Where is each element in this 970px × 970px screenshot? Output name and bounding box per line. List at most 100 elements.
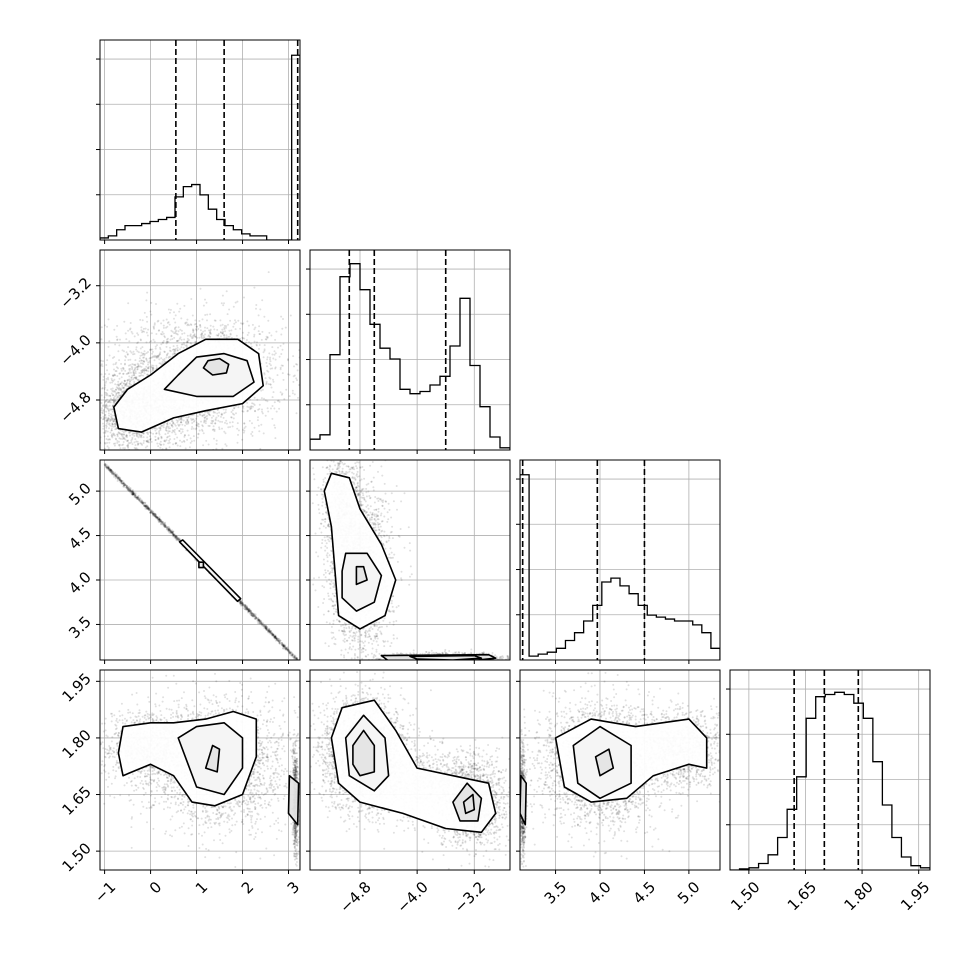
- hist-bar: [450, 346, 460, 450]
- hist-bar: [556, 648, 565, 660]
- hist-bar: [200, 195, 208, 240]
- y-tick-label: −3.2: [56, 274, 94, 312]
- hist-bar: [330, 355, 340, 450]
- contour-line: [594, 748, 615, 777]
- hist-bar: [167, 217, 175, 240]
- hist-bar: [778, 838, 788, 871]
- x-tick-label: 2: [238, 878, 257, 897]
- hist-bar: [125, 226, 133, 240]
- hist-bar: [320, 435, 330, 450]
- hist-bar: [711, 648, 720, 660]
- y-tick-label: 1.50: [58, 839, 94, 875]
- scatter-panel-1-0: −4.8 −4.0 −3.2: [56, 249, 301, 454]
- hist-bar: [825, 695, 835, 871]
- hist-bar: [702, 633, 711, 660]
- hist-bar: [584, 621, 593, 660]
- hist-bar: [787, 809, 797, 870]
- hist-bar: [380, 348, 390, 450]
- hist-bar: [656, 617, 665, 660]
- y-tick-label: 4.5: [65, 524, 95, 554]
- panel-frame: [309, 459, 511, 661]
- hist-bar: [759, 864, 769, 871]
- hist-bar: [844, 695, 854, 871]
- panel-frame: [309, 669, 511, 871]
- histogram-panel-0: [96, 39, 301, 244]
- contour-line: [287, 774, 300, 826]
- y-tick-label: 1.65: [58, 783, 94, 819]
- scatter-panel-3-0: −1 0 1 2 3 1.50 1.65 1.80 1.95: [58, 669, 303, 906]
- hist-bar: [806, 718, 816, 870]
- hist-bar: [233, 230, 241, 240]
- hist-bar: [158, 219, 166, 240]
- histogram-panel-2: [516, 459, 721, 664]
- hist-bar: [350, 264, 360, 450]
- histogram-panel-1: [306, 249, 511, 454]
- hist-bar: [620, 586, 629, 660]
- contour-line: [198, 561, 205, 569]
- hist-step: [310, 263, 510, 450]
- hist-bar: [117, 230, 125, 240]
- hist-bar: [693, 625, 702, 660]
- x-tick-label: 5.0: [674, 878, 704, 908]
- scatter-panel-2-0: 3.5 4.0 4.5 5.0: [65, 459, 301, 664]
- x-tick-label: 3: [284, 878, 303, 897]
- hist-bar: [797, 777, 807, 870]
- panel-frame: [99, 669, 301, 871]
- hist-bar: [768, 855, 778, 870]
- y-tick-label: 4.0: [65, 568, 95, 598]
- hist-bar: [360, 290, 370, 450]
- x-tick-label: −3.2: [451, 878, 489, 916]
- hist-bar: [882, 805, 892, 870]
- contour-line: [462, 793, 476, 815]
- hist-bar: [410, 394, 420, 450]
- x-tick-label: 0: [146, 878, 165, 897]
- scatter-panel-3-1: −4.8 −4.0 −3.2: [306, 669, 511, 917]
- hist-bar: [480, 407, 490, 450]
- hist-step: [520, 474, 720, 660]
- y-tick-label: 1.95: [58, 669, 94, 705]
- panel-frame: [99, 459, 301, 661]
- scatter-points: [103, 462, 299, 660]
- y-tick-label: −4.8: [56, 388, 94, 426]
- y-tick-label: 3.5: [65, 613, 95, 643]
- panel-frame: [309, 249, 511, 451]
- contour-line: [204, 744, 221, 773]
- y-tick-label: −4.0: [56, 331, 94, 369]
- scatter-panel-2-1: [306, 459, 511, 664]
- x-tick-label: 1.95: [897, 878, 933, 914]
- hist-bar: [565, 641, 574, 661]
- x-tick-label: 4.5: [630, 878, 660, 908]
- hist-bar: [470, 366, 480, 451]
- x-tick-label: 1.50: [727, 878, 763, 914]
- hist-bar: [400, 389, 410, 450]
- hist-bar: [901, 857, 911, 870]
- hist-step: [730, 691, 930, 870]
- contour-line: [409, 654, 483, 660]
- hist-bar: [133, 226, 141, 240]
- x-tick-label: 1: [192, 878, 211, 897]
- x-tick-label: 3.5: [541, 878, 571, 908]
- panel-frame: [519, 459, 721, 661]
- hist-bar: [665, 619, 674, 660]
- hist-bar: [892, 838, 902, 871]
- hist-bar: [142, 224, 150, 240]
- y-tick-label: 5.0: [65, 479, 95, 509]
- contour-line: [520, 774, 527, 826]
- hist-bar: [460, 298, 470, 450]
- x-tick-label: −1: [91, 878, 119, 906]
- hist-bar: [575, 633, 584, 660]
- hist-bar: [647, 615, 656, 660]
- scatter-panel-3-2: 3.5 4.0 4.5 5.0: [516, 669, 721, 908]
- hist-bar: [684, 621, 693, 660]
- hist-bar: [863, 718, 873, 870]
- contour-line: [355, 565, 368, 586]
- hist-bar: [225, 226, 233, 240]
- hist-bar: [547, 652, 556, 660]
- contour-line: [352, 729, 376, 777]
- hist-bar: [208, 209, 216, 240]
- hist-step: [100, 54, 300, 240]
- hist-bar: [490, 437, 500, 450]
- hist-bar: [310, 439, 320, 450]
- panel-frame: [99, 249, 301, 451]
- hist-bar: [602, 582, 611, 660]
